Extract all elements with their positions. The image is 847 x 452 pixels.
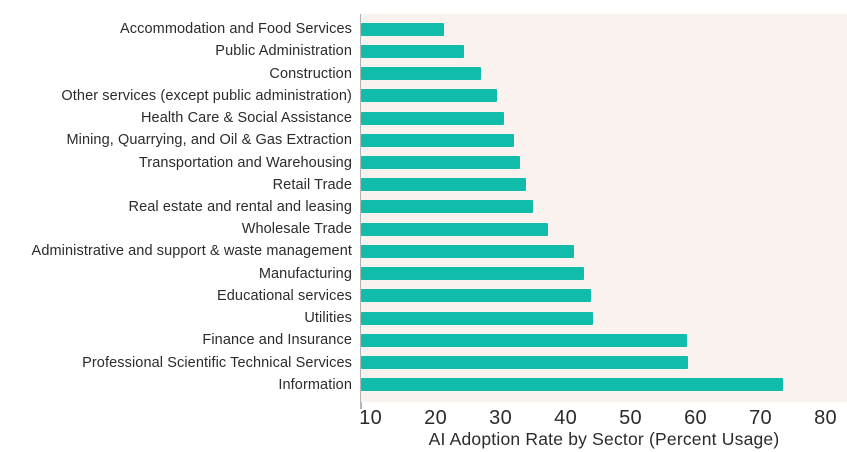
bar	[361, 267, 584, 281]
bar-row	[361, 240, 847, 262]
x-tick-label: 40	[554, 407, 578, 429]
bar-row	[361, 218, 847, 240]
bar	[361, 222, 549, 236]
category-label: Real estate and rental and leasing	[128, 198, 352, 215]
bar-row	[361, 263, 847, 285]
category-label: Information	[278, 376, 352, 393]
bar-row	[361, 107, 847, 129]
bar	[361, 311, 594, 325]
bar	[361, 133, 514, 147]
bar-row	[361, 151, 847, 173]
category-label: Public Administration	[215, 43, 352, 60]
bar-row	[361, 374, 847, 396]
bar	[361, 156, 520, 170]
bar-row	[361, 40, 847, 62]
bar-row	[361, 18, 847, 40]
x-tick-label: 30	[489, 407, 513, 429]
bar-row	[361, 285, 847, 307]
bar	[361, 356, 688, 370]
category-label: Health Care & Social Assistance	[140, 110, 352, 127]
bar	[361, 378, 784, 392]
category-label: Educational services	[217, 287, 352, 304]
plot-area	[360, 14, 847, 402]
bar	[361, 89, 497, 103]
x-tick-label: 20	[424, 407, 448, 429]
bar	[361, 200, 533, 214]
x-axis-ticks: 10 20 30 40 50 60 70 80	[359, 405, 847, 431]
bar-row	[361, 129, 847, 151]
category-label: Manufacturing	[258, 265, 352, 282]
x-tick-label: 80	[814, 407, 837, 429]
bars-container	[361, 18, 847, 396]
category-label: Utilities	[304, 310, 352, 327]
category-label: Mining, Quarrying, and Oil & Gas Extract…	[66, 132, 352, 149]
category-label: Professional Scientific Technical Servic…	[82, 354, 352, 371]
category-label: Wholesale Trade	[241, 221, 352, 238]
category-label-column: Accommodation and Food Services Public Ad…	[0, 14, 352, 402]
category-label: Other services (except public administra…	[61, 87, 352, 104]
category-label: Finance and Insurance	[202, 332, 352, 349]
bar	[361, 289, 592, 303]
bar-row	[361, 85, 847, 107]
x-axis-title: AI Adoption Rate by Sector (Percent Usag…	[428, 429, 780, 449]
bar-row	[361, 174, 847, 196]
category-label: Construction	[269, 65, 352, 82]
x-tick-label: 10	[359, 407, 383, 429]
category-label: Accommodation and Food Services	[120, 21, 352, 38]
x-tick-label: 50	[619, 407, 642, 429]
bar	[361, 111, 505, 125]
bar	[361, 67, 481, 81]
bar	[361, 178, 527, 192]
bar	[361, 22, 444, 36]
category-label: Retail Trade	[272, 176, 352, 193]
bar	[361, 44, 465, 58]
x-tick-label: 60	[684, 407, 707, 429]
bar	[361, 333, 687, 347]
x-tick-label: 70	[749, 407, 772, 429]
axis-tick-mark	[360, 402, 362, 409]
bar	[361, 244, 575, 258]
bar-row	[361, 62, 847, 84]
bar-row	[361, 196, 847, 218]
bar-row	[361, 329, 847, 351]
bar-row	[361, 307, 847, 329]
category-label: Administrative and support & waste manag…	[31, 243, 352, 260]
category-label: Transportation and Warehousing	[138, 154, 352, 171]
bar-row	[361, 352, 847, 374]
